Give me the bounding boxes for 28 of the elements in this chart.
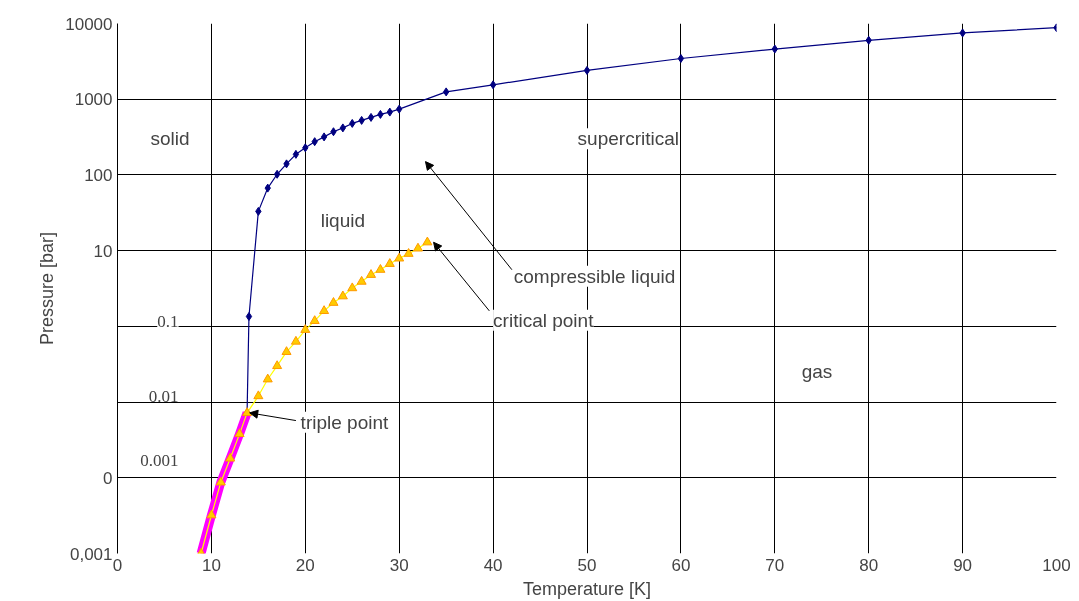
x-tick-label: 60 — [671, 555, 691, 575]
annotation: 0.01 — [148, 386, 179, 406]
annotation: 0.001 — [140, 450, 179, 470]
annotation: 0.1 — [157, 312, 179, 332]
x-axis-title: Temperature [K] — [522, 578, 652, 599]
annotation: triple point — [300, 411, 389, 433]
annotation: liquid — [320, 210, 366, 232]
x-tick-label: 30 — [389, 555, 409, 575]
y-tick-label: 0,001 — [69, 544, 113, 564]
annotation: compressible liquid — [513, 265, 676, 287]
x-tick-label: 50 — [577, 555, 597, 575]
x-tick-label: 100 — [1042, 555, 1071, 575]
x-tick-label: 40 — [483, 555, 503, 575]
annotation: supercritical — [577, 128, 679, 150]
y-tick-label: 10000 — [65, 14, 113, 34]
x-tick-label: 90 — [953, 555, 973, 575]
y-axis-title: Pressure [bar] — [37, 231, 58, 346]
annotation: gas — [801, 361, 833, 383]
x-tick-label: 20 — [295, 555, 315, 575]
x-tick-label: 70 — [765, 555, 785, 575]
annotation: critical point — [493, 309, 595, 331]
x-tick-label: 10 — [201, 555, 221, 575]
y-tick-label: 100 — [84, 165, 113, 185]
x-tick-label: 80 — [859, 555, 879, 575]
y-tick-label: 0 — [103, 468, 113, 488]
y-tick-label: 1000 — [74, 90, 113, 110]
annotation: solid — [150, 128, 190, 150]
y-tick-label: 10 — [93, 241, 113, 261]
